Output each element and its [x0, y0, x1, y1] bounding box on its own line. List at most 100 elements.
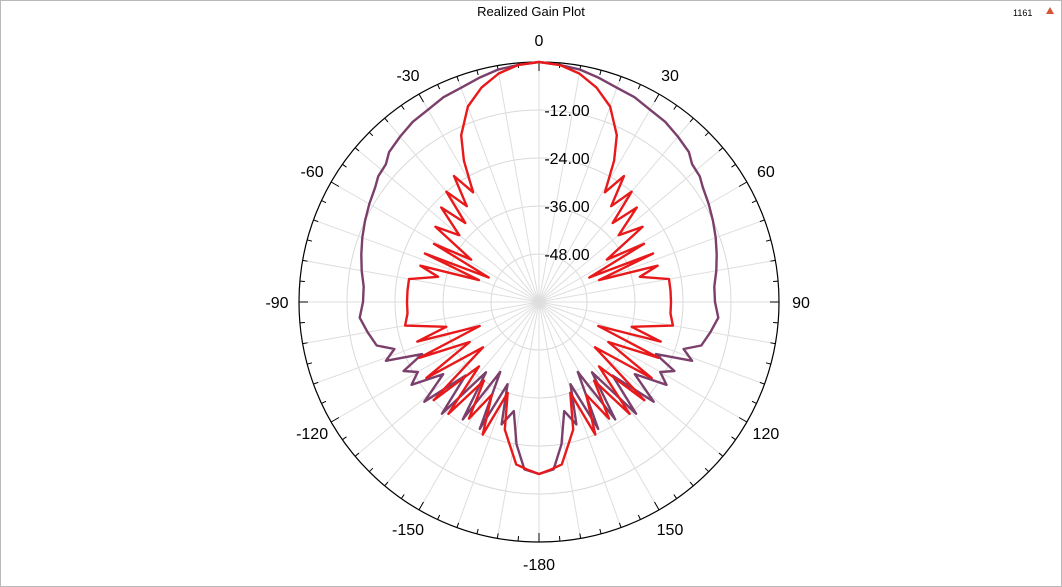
angle-tick — [759, 381, 765, 385]
angle-tick — [384, 481, 389, 487]
grid-spoke — [538, 301, 776, 345]
radial-tick-label: -36.00 — [544, 199, 589, 216]
grid-spoke — [538, 301, 582, 539]
polar-grid — [298, 61, 780, 543]
angle-tick — [731, 163, 736, 168]
grid-spoke — [354, 147, 540, 303]
angle-tick — [618, 522, 622, 528]
angle-tick-label: -30 — [396, 68, 419, 85]
grid-spoke — [496, 65, 540, 303]
angle-tick-label: -60 — [301, 164, 324, 181]
grid-spoke — [538, 93, 660, 303]
grid-spoke — [354, 301, 540, 457]
angle-tick-label: -180 — [523, 557, 555, 574]
radial-tick-label: -48.00 — [544, 247, 589, 264]
angle-tick-label: -150 — [392, 522, 424, 539]
angle-tick — [321, 400, 327, 404]
angle-tick — [770, 342, 776, 345]
angle-tick — [496, 533, 499, 539]
angle-tick — [368, 131, 374, 137]
angle-tick-label: -120 — [296, 426, 328, 443]
angle-tick — [673, 494, 678, 499]
angle-tick — [476, 528, 479, 534]
angle-tick-label: 120 — [753, 426, 780, 443]
angle-tick — [689, 481, 694, 487]
grid-spoke — [330, 181, 540, 303]
angle-tick — [400, 105, 405, 110]
angle-tick — [354, 147, 360, 152]
grid-spoke — [538, 117, 694, 303]
angle-tick — [313, 219, 319, 223]
angle-tick — [673, 105, 678, 110]
angle-tick — [456, 522, 460, 528]
plot-id-badge: 1161 — [1013, 8, 1033, 18]
angle-tick — [476, 70, 479, 76]
angle-tick-label: 0 — [535, 33, 544, 50]
angle-tick — [342, 163, 347, 168]
grid-spoke — [313, 301, 540, 385]
series-layer — [358, 60, 720, 476]
angle-tick — [765, 239, 771, 242]
grid-spoke — [538, 301, 724, 457]
angle-tick — [342, 436, 347, 441]
angle-tick — [704, 131, 710, 137]
angle-tick — [637, 84, 641, 90]
angle-tick-label: 150 — [657, 522, 684, 539]
marker-icon — [1046, 7, 1054, 14]
angle-tick-label: 90 — [792, 295, 810, 312]
angle-tick — [437, 84, 441, 90]
angle-tick — [765, 362, 771, 365]
grid-spoke — [330, 301, 540, 423]
angle-tick — [330, 417, 340, 423]
angle-tick — [418, 501, 424, 511]
angle-tick — [456, 76, 460, 82]
angle-tick — [689, 117, 694, 123]
grid-spoke — [538, 301, 765, 385]
angle-tick-label: -90 — [265, 295, 288, 312]
angle-tick — [368, 467, 374, 473]
radial-tick-label: -12.00 — [544, 103, 589, 120]
angle-tick — [307, 239, 313, 242]
angle-tick-label: 30 — [661, 68, 679, 85]
label-layer: 0 30 60 90 120 150 -180 -150 -120 -90 -60 -30 -48.00… — [265, 33, 810, 574]
angle-tick — [731, 436, 736, 441]
angle-tick — [302, 259, 308, 262]
grid-spoke — [456, 76, 540, 303]
angle-tick — [599, 528, 602, 534]
angle-tick — [770, 259, 776, 262]
angle-tick — [418, 93, 424, 103]
angle-tick — [738, 417, 748, 423]
grid-spoke — [302, 301, 540, 345]
radial-tick-label: -24.00 — [544, 151, 589, 168]
chart-title: Realized Gain Plot — [477, 4, 585, 19]
grid-spoke — [456, 301, 540, 528]
angle-tick — [307, 362, 313, 365]
grid-spoke — [538, 301, 748, 423]
angle-tick — [599, 70, 602, 76]
grid-spoke — [538, 76, 622, 303]
angle-tick — [751, 400, 757, 404]
grid-spoke — [538, 259, 776, 303]
angle-tick — [321, 200, 327, 204]
angle-tick — [704, 467, 710, 473]
angle-tick — [437, 514, 441, 520]
grid-spoke — [302, 259, 540, 303]
grid-spoke — [418, 301, 540, 511]
angle-tick — [751, 200, 757, 204]
series-line-2 — [403, 60, 675, 476]
angle-tick — [654, 93, 660, 103]
angle-tick — [738, 181, 748, 187]
angle-tick — [718, 147, 724, 152]
grid-spoke — [538, 301, 622, 528]
angle-tick — [313, 381, 319, 385]
grid-spoke — [496, 301, 540, 539]
grid-spoke — [313, 219, 540, 303]
grid-spoke — [538, 65, 582, 303]
angle-tick — [400, 494, 405, 499]
angle-tick — [618, 76, 622, 82]
angle-tick — [637, 514, 641, 520]
grid-spoke — [538, 301, 660, 511]
grid-spoke — [384, 117, 540, 303]
grid-spoke — [538, 219, 765, 303]
